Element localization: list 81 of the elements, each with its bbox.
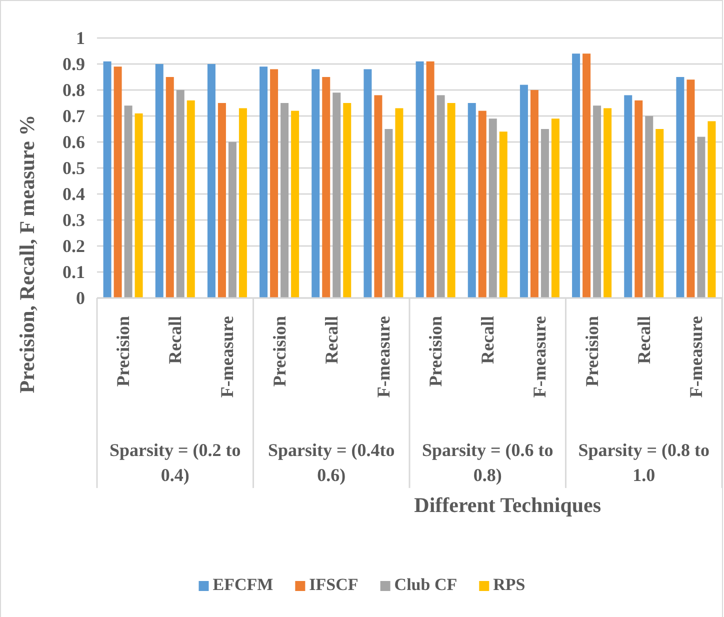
y-tick-label: 0.9 [62,54,85,74]
bar [291,110,300,298]
x-tick-label: Precision [582,316,602,387]
bar [103,61,112,298]
bar [416,61,424,298]
bar [322,77,330,298]
bar [686,80,695,298]
bar [468,103,476,298]
bar [530,90,538,298]
bar [634,100,643,298]
bar [186,100,195,298]
y-tick-label: 0.3 [62,210,85,230]
legend-label: IFSCF [309,575,358,594]
y-tick-label: 0.1 [62,262,85,282]
bar [218,103,226,298]
x-tick-label: F-measure [373,316,394,398]
bar [364,69,372,298]
bar [604,108,612,298]
x-tick-label: Recall [478,316,498,364]
x-axis-title: Different Techniques [414,493,602,517]
text: Sparsity = (0.6 to 0.8) [422,440,554,485]
legend-label: EFCFM [212,575,274,594]
y-tick-label: 1 [76,28,85,48]
x-tick-label: Recall [634,316,654,364]
y-tick-label: 0.7 [62,106,85,126]
x-tick-label: Recall [165,316,186,364]
text: Sparsity = (0.8 to 1.0 [578,440,710,485]
y-tick-label: 0.4 [62,184,85,204]
bar [332,92,341,298]
bar [708,121,716,298]
bar [697,136,706,298]
legend-label: RPS [493,575,526,594]
bar [593,106,602,298]
bar [551,118,560,298]
x-tick-label: Recall [321,316,342,364]
y-tick-label: 0.2 [62,236,85,256]
bar [384,129,393,298]
bar [447,103,456,298]
y-tick-label: 0.6 [62,132,85,152]
bar [207,64,216,298]
bar [582,54,591,298]
bar [676,77,684,298]
bar [343,103,352,298]
bar [238,108,247,298]
bar [572,54,580,298]
bar [134,113,143,298]
y-axis-title: Precision, Recall, F measure % [15,114,39,394]
x-tick-label: Precision [113,316,134,387]
bar [436,95,445,298]
text: Sparsity = (0.2 to 0.4) [109,440,241,485]
bar [166,77,174,298]
bar [645,116,654,298]
bar [426,61,434,298]
y-tick-label: 0 [76,288,85,308]
bar [395,108,404,298]
bar [176,90,184,298]
x-tick-label: Precision [269,316,290,387]
bar [488,118,497,298]
bar [624,95,632,298]
bar [478,110,486,298]
bar [270,69,278,298]
x-tick-label: F-measure [217,316,238,398]
bar [124,106,132,298]
bar [499,132,508,298]
bar [520,84,528,298]
x-tick-label: Precision [426,316,446,387]
legend-label: Club CF [394,575,458,594]
x-tick-label: F-measure [530,316,550,398]
bar [228,142,236,298]
bar [260,66,268,298]
bar [155,64,164,298]
bar [540,129,549,298]
text: Sparsity = (0.4to 0.6) [268,440,395,485]
bar [114,66,122,298]
x-tick-label: F-measure [686,316,706,398]
bar [312,69,320,298]
bar [280,103,289,298]
y-tick-label: 0.5 [62,158,85,178]
y-tick-label: 0.8 [62,80,85,100]
bar [656,129,664,298]
bar [374,95,382,298]
